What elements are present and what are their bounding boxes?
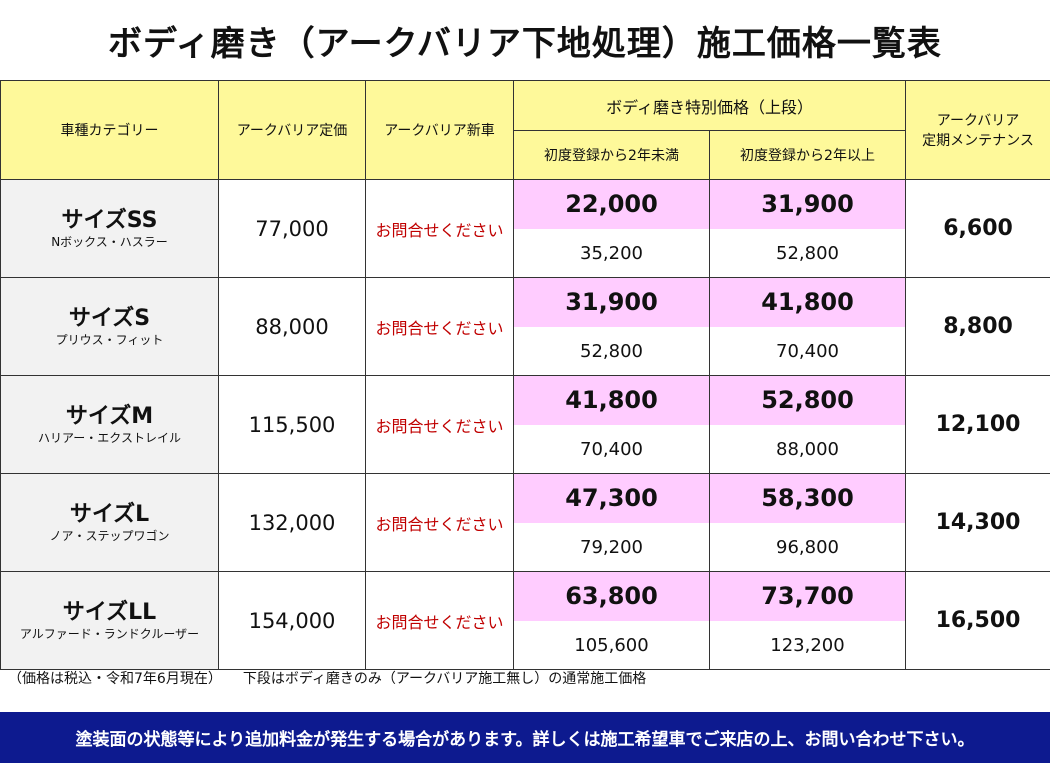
under-2y-special-price: 22,000 — [514, 180, 709, 229]
category-cell: サイズLL アルファード・ランドクルーザー — [0, 571, 219, 670]
standard-price: 154,000 — [218, 571, 366, 670]
over-2y-special-price: 58,300 — [710, 474, 906, 523]
table-row: サイズL ノア・ステップワゴン 132,000 お問合せください 47,300 … — [0, 473, 1050, 572]
standard-price: 115,500 — [218, 375, 366, 474]
category-name: サイズL — [69, 501, 150, 527]
under-2y-special-price: 41,800 — [514, 376, 709, 425]
table-row: サイズLL アルファード・ランドクルーザー 154,000 お問合せください 6… — [0, 571, 1050, 670]
over-2y-special-price: 31,900 — [710, 180, 906, 229]
over-2y-price-cell: 31,900 52,800 — [708, 179, 907, 278]
category-cell: サイズSS Nボックス・ハスラー — [0, 179, 219, 278]
standard-price: 132,000 — [218, 473, 366, 572]
under-2y-price-cell: 31,900 52,800 — [513, 277, 710, 376]
over-2y-special-price: 73,700 — [710, 572, 906, 621]
table-row: サイズM ハリアー・エクストレイル 115,500 お問合せください 41,80… — [0, 375, 1050, 474]
over-2y-normal-price: 123,200 — [770, 634, 845, 656]
category-name: サイズLL — [62, 599, 157, 625]
category-cars: ハリアー・エクストレイル — [38, 430, 181, 445]
header-over-2y: 初度登録から2年以上 — [708, 130, 907, 180]
over-2y-price-cell: 41,800 70,400 — [708, 277, 907, 376]
over-2y-price-cell: 73,700 123,200 — [708, 571, 907, 670]
header-new-car: アークバリア新車 — [365, 80, 514, 180]
category-name: サイズSS — [61, 207, 158, 233]
under-2y-special-price: 47,300 — [514, 474, 709, 523]
category-cars: プリウス・フィット — [55, 332, 164, 347]
under-2y-normal-price: 70,400 — [580, 438, 643, 460]
under-2y-price-cell: 63,800 105,600 — [513, 571, 710, 670]
category-cell: サイズL ノア・ステップワゴン — [0, 473, 219, 572]
under-2y-normal-price: 52,800 — [580, 340, 643, 362]
under-2y-price-cell: 22,000 35,200 — [513, 179, 710, 278]
category-cell: サイズM ハリアー・エクストレイル — [0, 375, 219, 474]
new-car-inquiry: お問合せください — [365, 179, 514, 278]
header-special-price: ボディ磨き特別価格（上段） — [512, 80, 907, 131]
table-row: サイズS プリウス・フィット 88,000 お問合せください 31,900 52… — [0, 277, 1050, 376]
new-car-inquiry: お問合せください — [365, 571, 514, 670]
under-2y-special-price: 31,900 — [514, 278, 709, 327]
page-title: ボディ磨き（アークバリア下地処理）施工価格一覧表 — [108, 23, 942, 64]
under-2y-normal-price: 35,200 — [580, 242, 643, 264]
over-2y-special-price: 52,800 — [710, 376, 906, 425]
over-2y-normal-price: 88,000 — [776, 438, 839, 460]
over-2y-price-cell: 52,800 88,000 — [708, 375, 907, 474]
under-2y-price-cell: 47,300 79,200 — [513, 473, 710, 572]
over-2y-normal-price: 96,800 — [776, 536, 839, 558]
header-maintenance: アークバリア 定期メンテナンス — [905, 80, 1050, 180]
maintenance-price: 8,800 — [905, 277, 1050, 376]
table-row: サイズSS Nボックス・ハスラー 77,000 お問合せください 22,000 … — [0, 179, 1050, 278]
under-2y-price-cell: 41,800 70,400 — [513, 375, 710, 474]
under-2y-special-price: 63,800 — [514, 572, 709, 621]
category-cars: Nボックス・ハスラー — [51, 234, 168, 249]
over-2y-special-price: 41,800 — [710, 278, 906, 327]
price-table: 車種カテゴリー アークバリア定価 アークバリア新車 ボディ磨き特別価格（上段） … — [0, 80, 1050, 670]
maintenance-price: 16,500 — [905, 571, 1050, 670]
over-2y-normal-price: 70,400 — [776, 340, 839, 362]
new-car-inquiry: お問合せください — [365, 277, 514, 376]
header-maintenance-line2: 定期メンテナンス — [922, 133, 1034, 149]
standard-price: 88,000 — [218, 277, 366, 376]
header-standard-price: アークバリア定価 — [218, 80, 366, 180]
category-name: サイズM — [65, 403, 154, 429]
notice-banner: 塗装面の状態等により追加料金が発生する場合があります。詳しくは施工希望車でご来店… — [0, 712, 1050, 763]
maintenance-price: 14,300 — [905, 473, 1050, 572]
header-maintenance-line1: アークバリア — [936, 113, 1020, 129]
new-car-inquiry: お問合せください — [365, 473, 514, 572]
price-note: （価格は税込・令和7年6月現在） 下段はボディ磨きのみ（アークバリア施工無し）の… — [8, 671, 647, 687]
under-2y-normal-price: 105,600 — [574, 634, 649, 656]
header-under-2y: 初度登録から2年未満 — [513, 130, 710, 180]
new-car-inquiry: お問合せください — [365, 375, 514, 474]
category-name: サイズS — [68, 305, 151, 331]
category-cars: ノア・ステップワゴン — [49, 528, 170, 543]
standard-price: 77,000 — [218, 179, 366, 278]
maintenance-price: 12,100 — [905, 375, 1050, 474]
header-category: 車種カテゴリー — [0, 80, 219, 180]
category-cars: アルファード・ランドクルーザー — [19, 626, 200, 641]
over-2y-price-cell: 58,300 96,800 — [708, 473, 907, 572]
under-2y-normal-price: 79,200 — [580, 536, 643, 558]
maintenance-price: 6,600 — [905, 179, 1050, 278]
over-2y-normal-price: 52,800 — [776, 242, 839, 264]
category-cell: サイズS プリウス・フィット — [0, 277, 219, 376]
